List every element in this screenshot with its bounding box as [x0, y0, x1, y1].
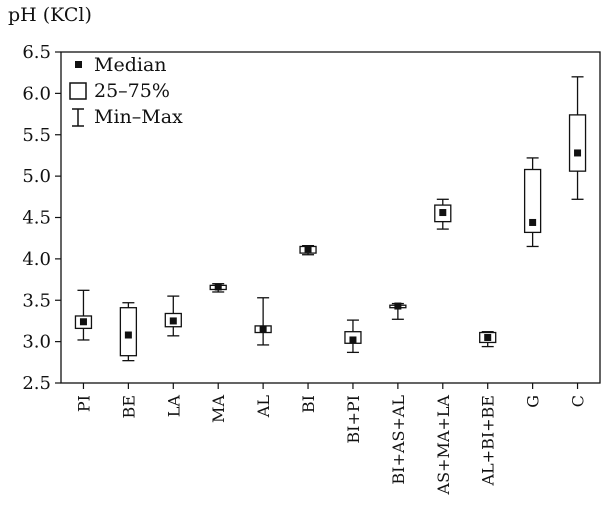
box-G [523, 157, 542, 248]
y-tick-label: 5.0 [22, 166, 51, 187]
x-tick-label: BE [119, 395, 138, 418]
y-tick-label: 3.5 [22, 290, 51, 311]
legend-label-minmax: Min–Max [94, 106, 183, 128]
median-marker [529, 218, 537, 226]
x-tick-label: LA [164, 395, 183, 418]
legend-label-median: Median [94, 54, 167, 76]
median-marker [79, 318, 87, 326]
x-tick-label: BI+PI [344, 395, 363, 444]
median-marker [214, 283, 222, 291]
x-tick-labels: PI BE LA MA AL BI BI+PI BI+AS+AL AS+MA+LA AL+BI+B… [74, 395, 587, 496]
median-marker [439, 209, 447, 217]
box-MA [209, 283, 227, 293]
median-marker [484, 333, 492, 341]
y-tick-labels: 2.5 3.0 3.5 4.0 4.5 5.0 5.5 6.0 6.5 [22, 42, 51, 394]
legend-entry-minmax: Min–Max [68, 104, 183, 130]
y-tick-label: 6.5 [22, 42, 51, 63]
y-tick-label: 2.5 [22, 373, 51, 394]
median-marker [124, 331, 132, 339]
box-BE [119, 302, 138, 362]
legend-label-quartiles: 25–75% [94, 80, 170, 102]
x-tick-label: AL+BI+BE [479, 395, 498, 487]
x-tick-label: BI [299, 395, 318, 413]
median-marker [259, 325, 267, 333]
x-tick-label: AL [254, 395, 273, 419]
y-tick-label: 4.5 [22, 208, 51, 229]
quartile-box [568, 114, 587, 172]
box-BI+PI [344, 319, 362, 354]
box-AS+MA+LA [434, 198, 452, 230]
median-marker [394, 302, 402, 310]
box-LA [164, 295, 182, 337]
boxes [74, 76, 587, 362]
x-tick-label: AS+MA+LA [434, 395, 453, 496]
y-tick-label: 3.0 [22, 332, 51, 353]
box-C [568, 76, 587, 200]
x-tick-label: G [524, 395, 543, 408]
y-axis-label: pH (KCl) [8, 4, 92, 26]
y-tick-label: 6.0 [22, 83, 51, 104]
legend-entry-median: Median [68, 52, 183, 78]
axes [55, 51, 601, 389]
whisker-icon [72, 108, 84, 127]
x-tick-label: MA [209, 395, 228, 423]
box-AL+BI+BE [479, 331, 497, 348]
box-BI+AS+AL [389, 302, 407, 320]
box-BI [299, 244, 317, 256]
legend-entry-quartiles: 25–75% [68, 78, 183, 104]
median-marker-icon [75, 61, 82, 68]
x-tick-label: C [569, 395, 588, 407]
median-marker [574, 149, 582, 157]
box-PI [74, 289, 93, 341]
quartile-box [523, 168, 542, 234]
box-AL [254, 297, 272, 346]
y-tick-label: 5.5 [22, 125, 51, 146]
median-marker [304, 245, 312, 253]
median-marker [169, 317, 177, 325]
y-tick-label: 4.0 [22, 249, 51, 270]
box-icon [69, 82, 87, 100]
median-marker [349, 336, 357, 344]
x-tick-label: BI+AS+AL [389, 395, 408, 485]
x-tick-label: PI [74, 395, 93, 412]
legend: Median 25–75% Min–Max [68, 52, 183, 130]
